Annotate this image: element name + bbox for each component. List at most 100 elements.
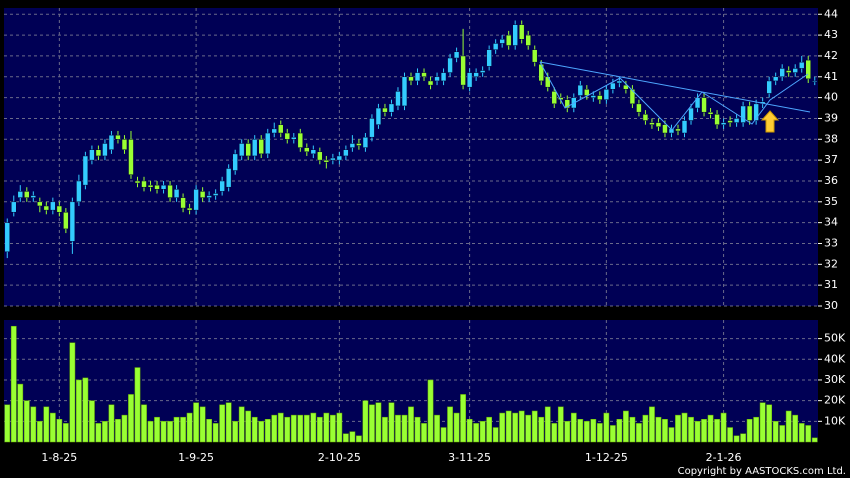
candle-body <box>284 132 290 140</box>
copyright: Copyright by AASTOCKS.com Ltd. <box>678 466 846 477</box>
volume-bar <box>733 435 740 443</box>
candle-body <box>160 184 167 190</box>
volume-bar <box>369 404 375 443</box>
candle-body <box>518 24 525 40</box>
y-tick-label: 10K <box>824 414 846 427</box>
candle-body <box>24 191 30 198</box>
candle-body <box>812 80 818 83</box>
volume-bar <box>199 406 206 443</box>
volume-bar <box>180 416 186 443</box>
candle-body <box>154 184 160 190</box>
candle-body <box>597 95 603 100</box>
y-tick-label: 37 <box>824 153 838 166</box>
volume-bar <box>186 412 193 443</box>
volume-bar <box>688 416 694 443</box>
volume-bar <box>76 379 82 443</box>
candle-body <box>193 189 199 211</box>
candle-body <box>551 91 557 105</box>
candle-body <box>251 139 258 157</box>
volume-bar <box>518 410 525 443</box>
volume-bar <box>89 400 95 443</box>
volume-bar <box>473 423 479 443</box>
candle-body <box>108 134 115 150</box>
volume-bar <box>421 423 427 443</box>
volume-bar <box>134 367 141 443</box>
y-tick-label: 41 <box>824 70 838 83</box>
price-panel <box>4 8 818 306</box>
volume-bar <box>264 419 271 443</box>
volume-bar <box>766 404 773 443</box>
candle-body <box>336 155 343 161</box>
volume-bar <box>811 437 818 443</box>
volume-bar <box>414 416 421 443</box>
candle-body <box>688 107 694 121</box>
volume-bar <box>147 421 154 443</box>
volume-bar <box>212 423 219 443</box>
x-tick-label: 2-1-26 <box>706 451 742 464</box>
volume-bar <box>141 404 147 443</box>
volume-bar <box>492 427 499 443</box>
candle-body <box>707 111 714 115</box>
volume-bar <box>49 412 56 443</box>
candle-body <box>466 72 473 88</box>
volume-bar <box>36 421 43 443</box>
volume-bar <box>590 419 597 443</box>
candle-body <box>681 120 688 134</box>
candle-body <box>206 195 212 198</box>
candle-body <box>43 205 50 211</box>
candle-body <box>17 191 24 198</box>
candle-body <box>369 118 375 138</box>
volume-bar <box>330 414 336 443</box>
candle-body <box>147 184 154 188</box>
volume-bar <box>603 412 610 443</box>
y-tick-label: 31 <box>824 278 838 291</box>
volume-bar <box>388 402 395 443</box>
candle-body <box>297 132 304 148</box>
volume-bar <box>616 419 623 443</box>
candle-body <box>128 139 134 175</box>
y-tick-label: 20K <box>824 394 846 407</box>
candle-body <box>505 34 512 46</box>
candle-body <box>460 55 466 86</box>
volume-bar <box>323 412 330 443</box>
candle-body <box>805 59 811 80</box>
candle-body <box>362 136 369 148</box>
trend-lines <box>539 61 811 131</box>
volume-bar <box>759 402 766 443</box>
candle-body <box>56 205 63 213</box>
volume-bar <box>356 435 362 443</box>
candle-body <box>89 149 95 161</box>
volume-bar <box>43 406 50 443</box>
candle-body <box>512 24 518 46</box>
candle-body <box>453 51 460 59</box>
candle-body <box>69 201 76 242</box>
candle-body <box>642 114 649 121</box>
candle-body <box>733 118 740 123</box>
candle-body <box>740 105 746 123</box>
volume-bar <box>564 421 571 443</box>
volume-bar <box>225 402 232 443</box>
candle-body <box>82 155 89 186</box>
volume-bar <box>525 414 532 443</box>
candle-body <box>271 128 277 134</box>
volume-bar <box>121 414 128 443</box>
volume-bar <box>538 416 545 443</box>
y-tick-label: 44 <box>824 7 838 20</box>
volume-bar <box>544 406 551 443</box>
candle-body <box>141 180 147 188</box>
candle-body <box>532 49 538 63</box>
candle-body <box>63 211 69 230</box>
volume-bar <box>772 421 779 443</box>
volume-bar <box>531 410 538 443</box>
volume-bar <box>753 416 759 443</box>
volume-bar <box>63 423 69 443</box>
volume-bar <box>284 416 291 443</box>
volume-bar <box>69 342 76 443</box>
y-tick-label: 34 <box>824 216 838 229</box>
candle-body <box>102 143 108 157</box>
y-tick-label: 40K <box>824 352 846 365</box>
candle-body <box>792 68 798 73</box>
volume-bar <box>551 423 558 443</box>
candle-body <box>785 70 792 73</box>
volume-bar <box>681 412 688 443</box>
